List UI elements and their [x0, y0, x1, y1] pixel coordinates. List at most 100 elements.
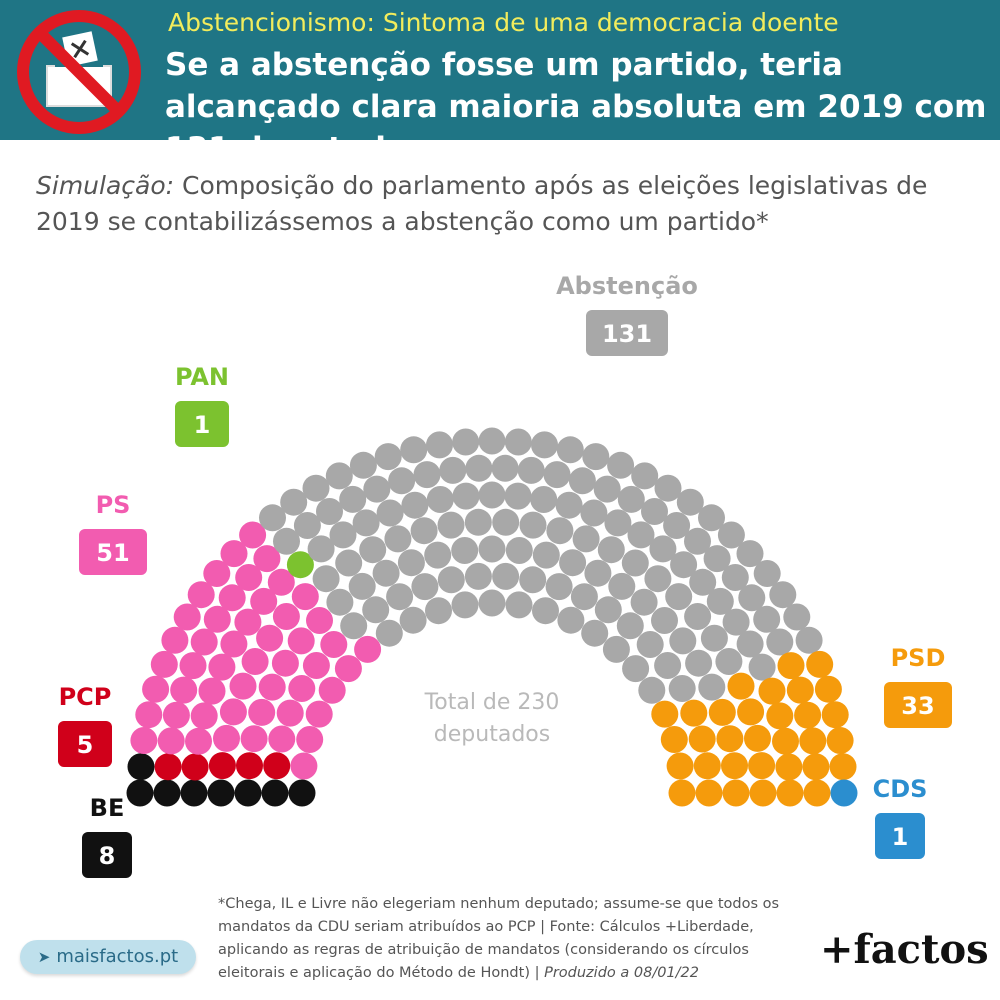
seat-abstenção — [464, 562, 492, 590]
seat-ps — [198, 677, 226, 705]
seat-abstenção — [517, 456, 545, 484]
seat-abstenção — [636, 631, 664, 658]
seat-psd — [749, 779, 777, 807]
seat-abstenção — [670, 551, 698, 579]
seat-abstenção — [280, 488, 308, 516]
seat-ps — [235, 564, 263, 591]
seat-abstenção — [504, 428, 532, 456]
seat-psd — [821, 701, 849, 729]
seat-pcp — [154, 753, 182, 781]
seat-abstenção — [555, 491, 583, 519]
seat-abstenção — [622, 655, 650, 683]
seat-abstenção — [736, 630, 764, 658]
seat-abstenção — [478, 589, 506, 617]
seat-abstenção — [325, 462, 353, 490]
seat-psd — [688, 725, 716, 753]
seat-psd — [727, 672, 755, 700]
seat-ps — [173, 603, 201, 631]
seat-abstenção — [452, 482, 480, 510]
seat-abstenção — [273, 527, 300, 555]
seat-abstenção — [641, 498, 668, 525]
seat-abstenção — [349, 451, 377, 479]
seat-abstenção — [335, 549, 363, 577]
produced-date: Produzido a 08/01/22 — [539, 965, 699, 981]
seat-ps — [203, 605, 231, 633]
footnote-text: *Chega, IL e Livre não elegeriam nenhum … — [218, 896, 780, 981]
site-link[interactable]: ➤ maisfactos.pt — [20, 940, 196, 974]
seat-abstenção — [362, 596, 390, 624]
seat-pcp — [263, 752, 291, 780]
seat-abstenção — [397, 549, 425, 577]
seat-abstenção — [543, 461, 571, 489]
seat-abstenção — [386, 583, 414, 611]
header-banner: Abstencionismo: Sintoma de uma democraci… — [0, 0, 1000, 167]
seat-count-box-pan — [175, 401, 229, 447]
party-label-pcp: PCP — [59, 683, 112, 711]
seat-abstenção — [568, 467, 596, 495]
seat-ps — [258, 673, 286, 701]
seat-count-be: 8 — [99, 842, 116, 870]
seat-abstenção — [519, 511, 547, 539]
seat-abstenção — [736, 540, 764, 568]
seat-be — [234, 779, 262, 807]
seat-abstenção — [437, 511, 465, 539]
seat-abstenção — [703, 545, 731, 573]
seat-abstenção — [572, 525, 600, 553]
seat-ps — [203, 560, 231, 587]
seat-abstenção — [607, 451, 635, 479]
seat-abstenção — [293, 512, 321, 539]
seat-ps — [288, 675, 316, 702]
seat-psd — [786, 676, 814, 704]
seat-abstenção — [559, 549, 587, 577]
seat-abstenção — [530, 486, 558, 513]
total-label-line: deputados — [434, 722, 550, 747]
seat-abstenção — [608, 572, 636, 600]
seat-ps — [267, 568, 295, 596]
seat-psd — [777, 652, 805, 680]
seat-psd — [799, 727, 827, 755]
seat-abstenção — [717, 521, 745, 549]
seat-abstenção — [604, 509, 632, 537]
seat-abstenção — [425, 597, 452, 625]
seat-ps — [287, 627, 315, 655]
seat-count-box-cds — [875, 813, 925, 859]
seat-ps — [354, 635, 382, 663]
seat-abstenção — [769, 581, 797, 609]
seat-abstenção — [399, 606, 427, 634]
seat-abstenção — [329, 521, 357, 549]
seat-ps — [218, 584, 246, 612]
seat-psd — [666, 752, 694, 780]
seat-psd — [721, 752, 748, 780]
seat-ps — [190, 628, 218, 656]
seat-psd — [693, 752, 721, 780]
seat-ps — [219, 698, 247, 726]
seat-ps — [239, 521, 267, 549]
seat-abstenção — [464, 508, 492, 536]
seat-abstenção — [388, 467, 416, 495]
seat-abstenção — [602, 635, 630, 663]
seat-abstenção — [616, 612, 644, 640]
seat-be — [207, 779, 235, 807]
seat-abstenção — [491, 454, 519, 482]
seat-ps — [302, 652, 330, 679]
seat-count-box-pcp — [58, 721, 112, 767]
seat-psd — [722, 779, 750, 807]
seat-pcp — [236, 752, 263, 780]
seat-ps — [240, 725, 268, 753]
seat-abstenção — [584, 559, 612, 587]
seat-abstenção — [439, 456, 467, 484]
seat-ps — [334, 655, 362, 683]
seat-abstenção — [684, 603, 712, 630]
seat-abstenção — [698, 673, 726, 701]
seat-abstenção — [556, 436, 584, 464]
party-label-psd: PSD — [891, 644, 946, 672]
seat-abstenção — [478, 535, 506, 563]
seat-psd — [802, 753, 830, 781]
seat-ps — [220, 630, 248, 658]
seat-count-pcp: 5 — [77, 731, 94, 759]
seat-abstenção — [753, 560, 781, 587]
seat-count-box-ps — [79, 529, 147, 575]
seat-ps — [241, 648, 269, 675]
seat-psd — [660, 726, 688, 753]
seat-cds — [830, 779, 858, 807]
